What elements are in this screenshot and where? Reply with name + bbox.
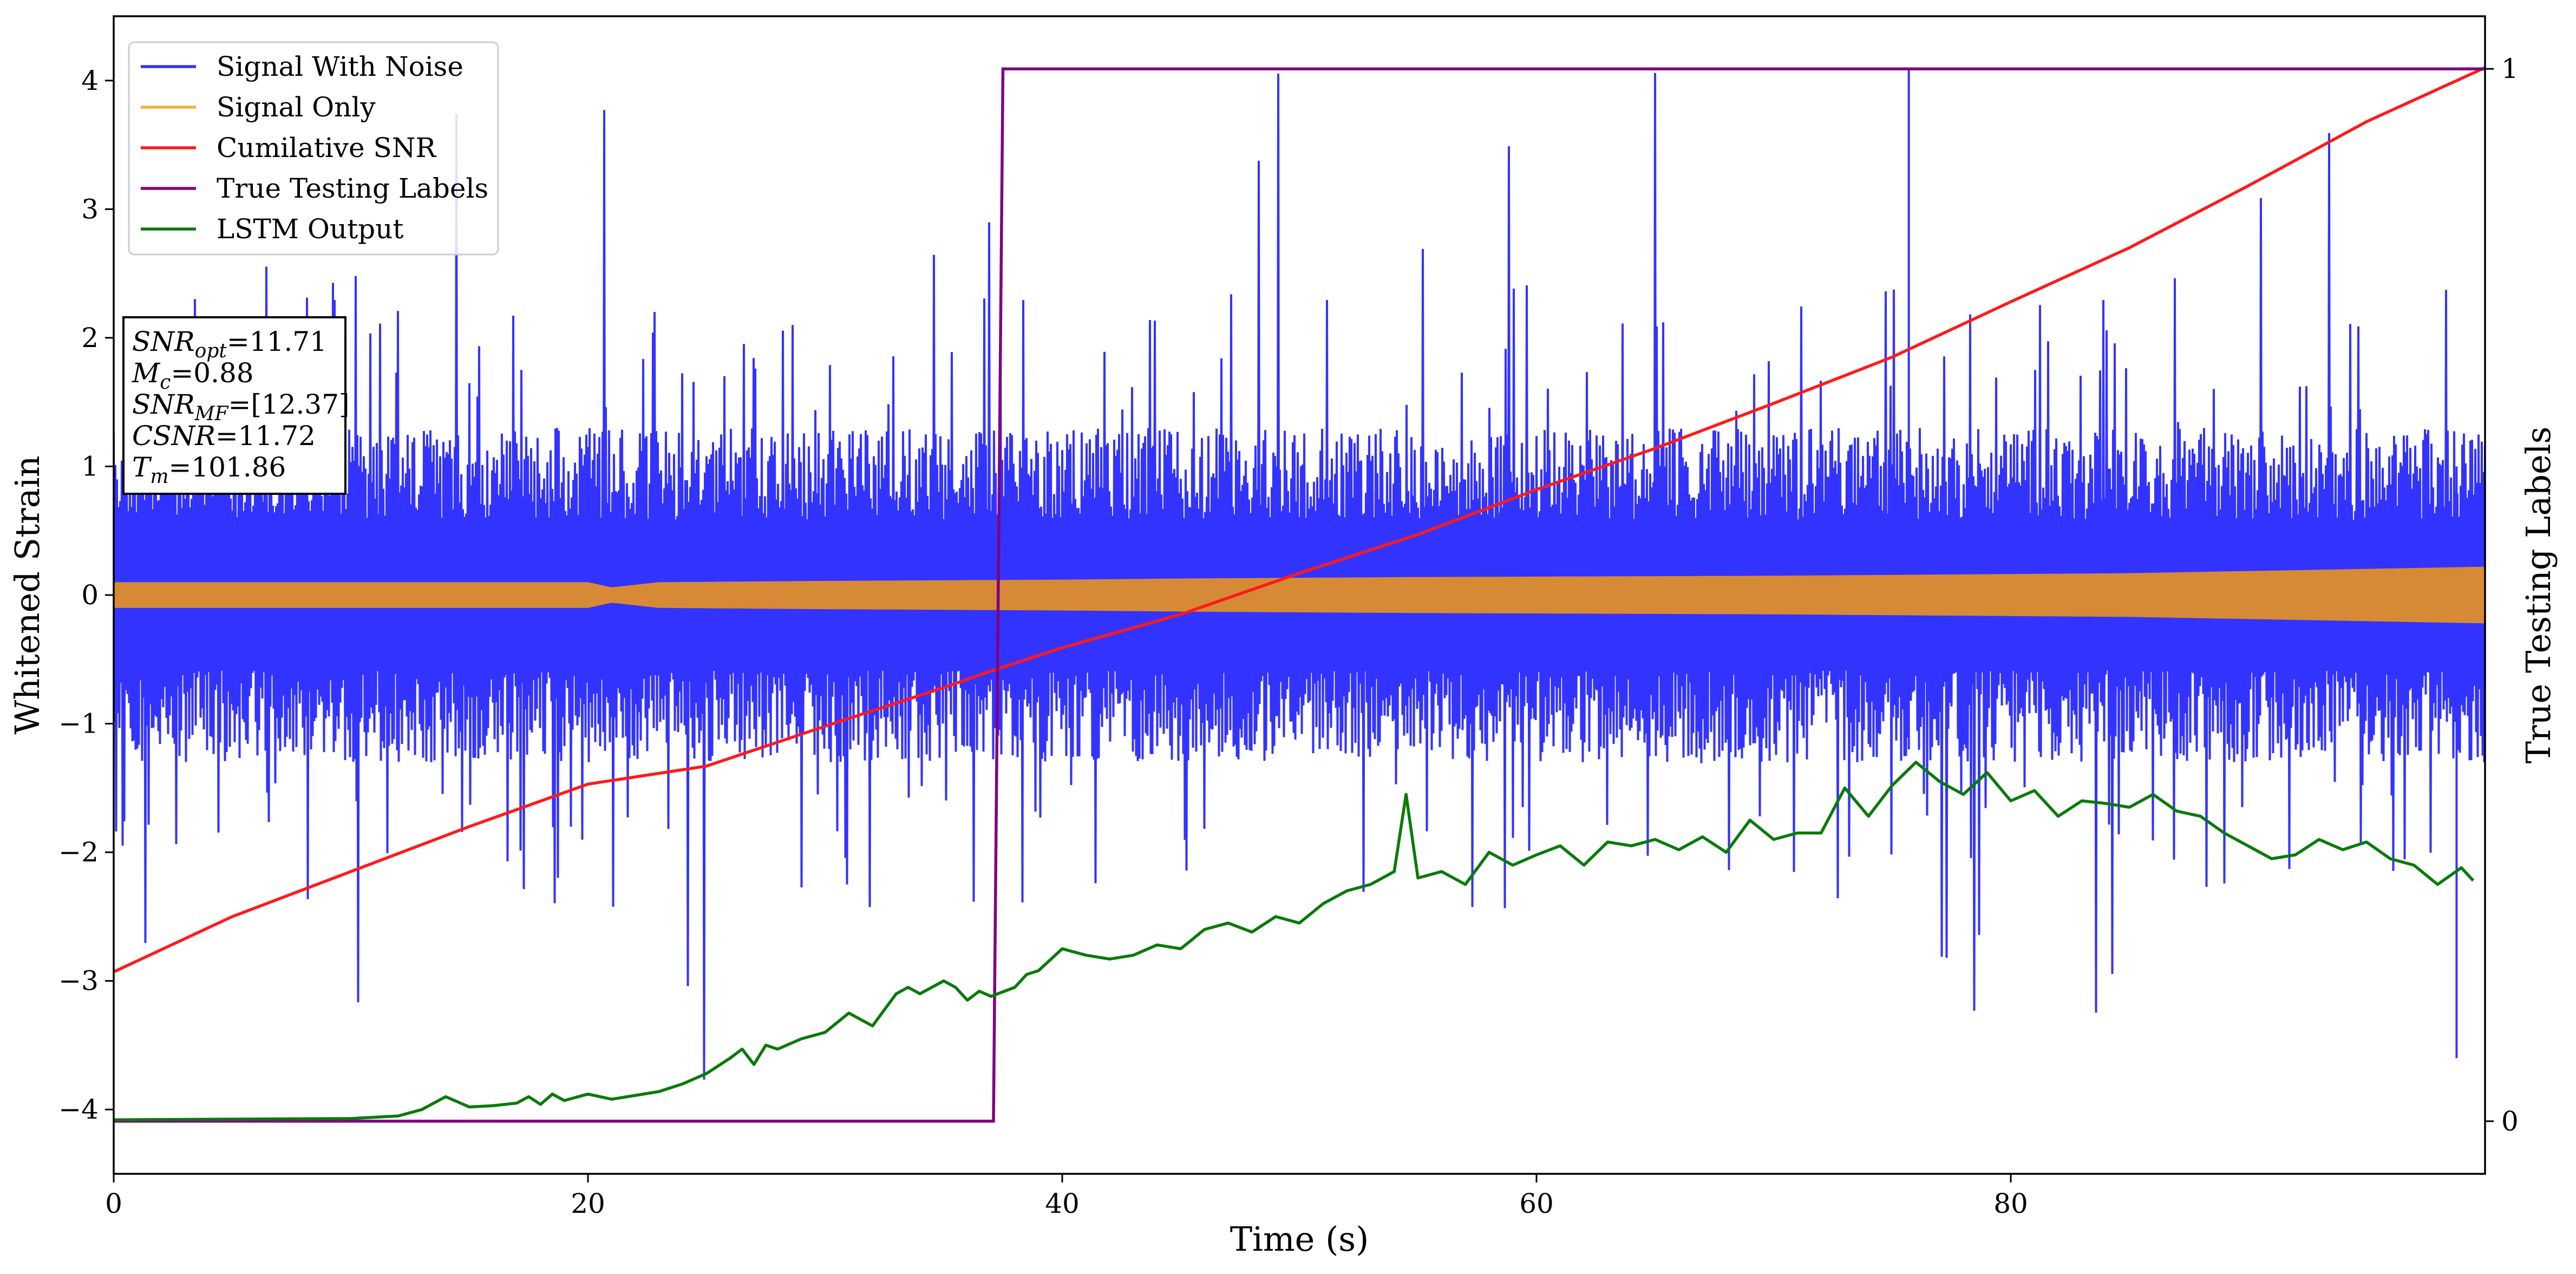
y-tick-label: −1 <box>58 708 99 740</box>
series-signal-with-noise <box>114 73 2485 1080</box>
legend-label-1: Signal Only <box>217 92 376 123</box>
info-box: SNRopt=11.71Mc=0.88SNRMF=[12.37]CSNR=11.… <box>122 316 350 495</box>
x-axis-label: Time (s) <box>1230 1219 1369 1259</box>
legend: Signal With Noise Signal Only Cumilative S… <box>128 41 499 256</box>
legend-label-4: LSTM Output <box>217 213 403 245</box>
y-tick-label: −3 <box>58 965 99 997</box>
legend-label-3: True Testing Labels <box>217 173 488 204</box>
x-tick-label: 40 <box>1045 1188 1080 1219</box>
info-line-4: Tm=101.86 <box>132 452 286 488</box>
info-line-1: Mc=0.88 <box>132 357 254 394</box>
legend-label-0: Signal With Noise <box>217 51 463 82</box>
x-tick-label: 20 <box>571 1188 605 1219</box>
y-tick-label: 0 <box>81 579 99 611</box>
y-tick-label: 1 <box>81 450 99 482</box>
series-cumilative-snr <box>114 66 2485 974</box>
x-tick-label: 0 <box>105 1188 122 1219</box>
y-right-tick-label: 0 <box>2501 1106 2519 1137</box>
y-right-tick-label: 1 <box>2501 53 2519 84</box>
y-tick-label: 4 <box>81 65 99 96</box>
y-axis-label: Whitened Strain <box>8 456 47 735</box>
series-true-testing-labels <box>114 67 2485 1123</box>
series-signal-only <box>114 566 2485 624</box>
series-lstm-output <box>114 761 2475 1121</box>
series-group <box>114 66 2485 1123</box>
info-box-frame <box>122 316 346 495</box>
x-tick-label: 60 <box>1519 1188 1554 1219</box>
legend-frame <box>128 41 499 256</box>
y-tick-label: −4 <box>58 1094 99 1125</box>
legend-label-2: Cumilative SNR <box>217 132 436 164</box>
plot-area <box>114 66 2485 1123</box>
x-tick-label: 80 <box>1993 1188 2028 1219</box>
y-tick-label: −2 <box>58 837 99 868</box>
info-line-2: SNRMF=[12.37] <box>132 389 350 425</box>
y-tick-label: 3 <box>81 193 99 225</box>
y-tick-label: 2 <box>81 322 99 354</box>
info-line-3: CSNR=11.72 <box>132 420 316 452</box>
info-line-0: SNRopt=11.71 <box>132 326 327 362</box>
y-axis-right-label: True Testing Labels <box>2519 427 2558 764</box>
